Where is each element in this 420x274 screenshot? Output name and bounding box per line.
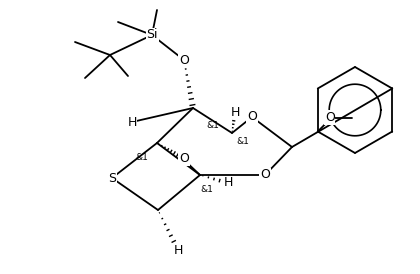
Text: H: H xyxy=(173,244,183,256)
Text: &1: &1 xyxy=(236,138,249,147)
Text: O: O xyxy=(325,111,335,124)
Text: O: O xyxy=(260,169,270,181)
Text: H: H xyxy=(230,105,240,118)
Text: S: S xyxy=(108,172,116,184)
Text: O: O xyxy=(179,53,189,67)
Text: O: O xyxy=(247,110,257,124)
Text: &1: &1 xyxy=(201,185,213,195)
Text: Si: Si xyxy=(146,28,158,41)
Text: &1: &1 xyxy=(207,121,219,130)
Text: H: H xyxy=(127,116,136,129)
Text: &1: &1 xyxy=(136,153,148,162)
Text: O: O xyxy=(179,153,189,165)
Text: H: H xyxy=(223,176,233,190)
